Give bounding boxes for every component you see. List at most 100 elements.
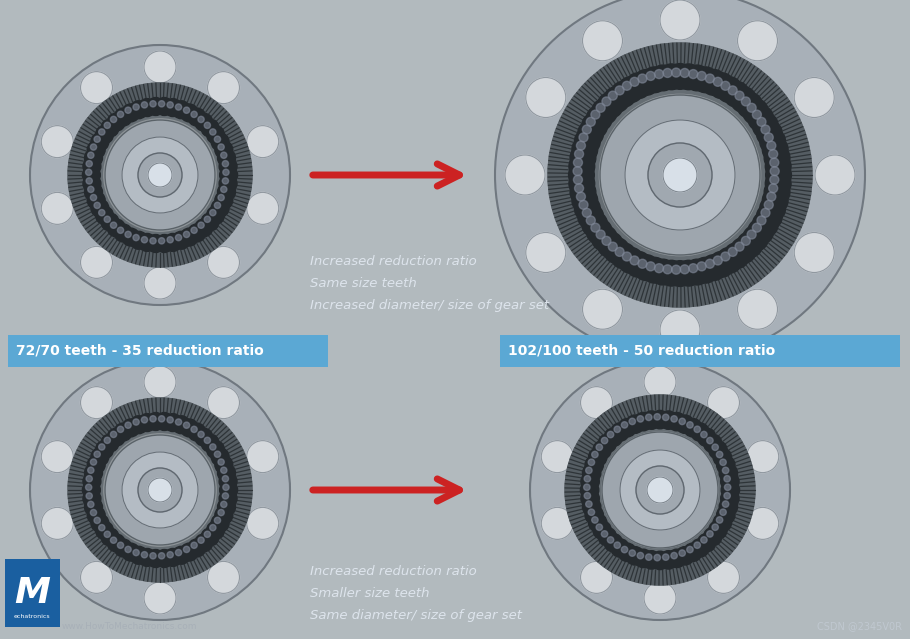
Circle shape: [603, 238, 630, 263]
Circle shape: [223, 169, 229, 176]
Circle shape: [626, 415, 644, 433]
Circle shape: [680, 68, 689, 77]
Circle shape: [697, 262, 706, 271]
Circle shape: [104, 119, 217, 231]
Circle shape: [722, 481, 740, 499]
Circle shape: [204, 122, 210, 128]
Circle shape: [753, 212, 778, 237]
Circle shape: [125, 231, 131, 238]
Circle shape: [215, 451, 220, 458]
Circle shape: [684, 259, 710, 285]
Circle shape: [689, 70, 698, 79]
Circle shape: [607, 537, 613, 543]
Circle shape: [763, 137, 788, 162]
Circle shape: [85, 183, 103, 201]
Circle shape: [195, 534, 213, 552]
Circle shape: [650, 259, 676, 285]
Circle shape: [615, 247, 624, 256]
Circle shape: [596, 524, 602, 530]
Circle shape: [215, 506, 233, 524]
Circle shape: [630, 256, 639, 265]
Circle shape: [571, 137, 598, 162]
Circle shape: [86, 160, 92, 167]
Circle shape: [217, 464, 236, 482]
Circle shape: [760, 128, 785, 154]
Circle shape: [642, 551, 661, 569]
Circle shape: [122, 452, 198, 528]
Circle shape: [105, 120, 215, 230]
Circle shape: [218, 144, 224, 150]
Circle shape: [191, 426, 197, 433]
Circle shape: [223, 484, 229, 491]
Circle shape: [68, 398, 252, 582]
FancyBboxPatch shape: [5, 559, 60, 627]
Circle shape: [625, 73, 652, 98]
Text: Increased reduction ratio: Increased reduction ratio: [310, 565, 477, 578]
Circle shape: [748, 219, 774, 244]
Circle shape: [611, 423, 629, 442]
Circle shape: [573, 158, 582, 167]
Circle shape: [541, 507, 573, 539]
Circle shape: [687, 422, 693, 428]
Circle shape: [579, 201, 588, 210]
Circle shape: [41, 126, 74, 158]
Circle shape: [220, 467, 227, 473]
Circle shape: [144, 267, 176, 299]
Circle shape: [87, 506, 106, 524]
Circle shape: [589, 514, 607, 532]
Circle shape: [592, 99, 617, 125]
Circle shape: [618, 247, 643, 273]
Circle shape: [101, 434, 119, 452]
Circle shape: [156, 235, 173, 252]
Circle shape: [723, 467, 729, 473]
Circle shape: [611, 539, 629, 557]
Circle shape: [172, 546, 190, 564]
Circle shape: [130, 101, 147, 119]
Circle shape: [769, 184, 778, 193]
Circle shape: [68, 83, 252, 267]
Circle shape: [104, 531, 110, 537]
Circle shape: [694, 542, 701, 548]
Circle shape: [80, 247, 113, 279]
Circle shape: [158, 238, 165, 244]
Circle shape: [716, 517, 723, 523]
Circle shape: [602, 437, 608, 443]
Circle shape: [207, 387, 239, 419]
Circle shape: [94, 202, 100, 208]
Circle shape: [626, 546, 644, 565]
Circle shape: [770, 167, 779, 176]
Circle shape: [578, 204, 603, 229]
Circle shape: [737, 289, 777, 329]
Circle shape: [691, 539, 709, 557]
Circle shape: [115, 108, 132, 126]
Circle shape: [644, 366, 676, 398]
Circle shape: [138, 468, 182, 512]
Circle shape: [209, 525, 216, 531]
Circle shape: [148, 478, 172, 502]
Circle shape: [91, 514, 109, 532]
Circle shape: [582, 412, 738, 567]
Circle shape: [709, 251, 734, 277]
Circle shape: [618, 543, 636, 562]
Circle shape: [218, 459, 224, 465]
Circle shape: [220, 186, 227, 192]
Circle shape: [724, 484, 731, 491]
Circle shape: [184, 107, 189, 113]
Circle shape: [667, 261, 693, 286]
Circle shape: [156, 413, 173, 431]
Circle shape: [659, 64, 684, 89]
Circle shape: [743, 226, 768, 251]
Circle shape: [713, 77, 723, 86]
Circle shape: [582, 498, 601, 516]
Circle shape: [215, 517, 220, 523]
Circle shape: [769, 150, 778, 158]
Circle shape: [80, 387, 113, 419]
Circle shape: [683, 419, 702, 437]
Circle shape: [647, 477, 673, 503]
Circle shape: [220, 152, 227, 158]
Circle shape: [565, 395, 755, 585]
Circle shape: [723, 243, 750, 268]
Circle shape: [717, 505, 735, 524]
Circle shape: [709, 441, 727, 459]
Circle shape: [122, 419, 140, 437]
